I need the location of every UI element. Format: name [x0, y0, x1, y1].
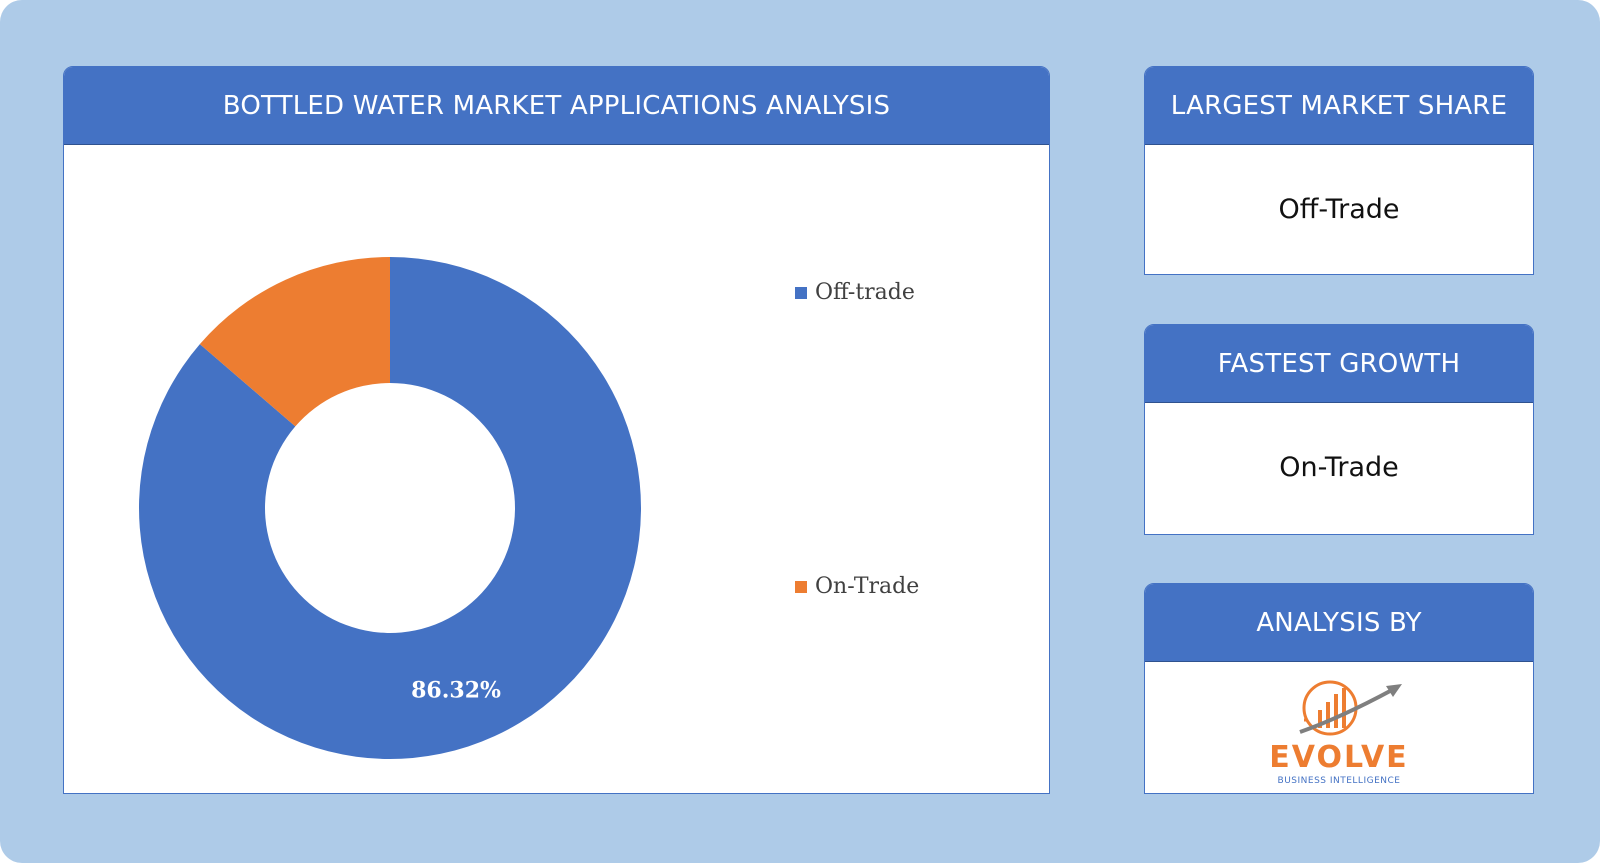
applications-analysis-panel: BOTTLED WATER MARKET APPLICATIONS ANALYS… [63, 66, 1050, 794]
logo-tagline: BUSINESS INTELLIGENCE [1277, 776, 1401, 786]
donut-slice-on-trade [199, 257, 390, 427]
donut-slice-off-trade [138, 257, 641, 759]
largest-market-share-title: LARGEST MARKET SHARE [1145, 67, 1533, 145]
legend-item-on-trade: On-Trade [795, 574, 919, 599]
evolve-logo: EVOLVE BUSINESS INTELLIGENCE [1145, 664, 1533, 792]
legend-swatch-on-trade [795, 580, 807, 593]
fastest-growth-title: FASTEST GROWTH [1145, 325, 1533, 403]
legend-label-off-trade: Off-trade [815, 280, 915, 305]
legend-item-off-trade: Off-trade [795, 280, 915, 305]
analysis-by-title: ANALYSIS BY [1145, 584, 1533, 662]
legend-label-on-trade: On-Trade [815, 574, 920, 599]
largest-market-share-value: Off-Trade [1278, 193, 1400, 225]
analysis-by-panel: ANALYSIS BY EVOLVE BUSINESS INTELLIGENCE [1144, 583, 1534, 794]
fastest-growth-value: On-Trade [1279, 451, 1399, 483]
data-label-off-trade: 86.32% [411, 677, 501, 703]
logo-wordmark: EVOLVE [1269, 740, 1409, 775]
panel-title: BOTTLED WATER MARKET APPLICATIONS ANALYS… [64, 67, 1049, 145]
fastest-growth-panel: FASTEST GROWTH On-Trade [1144, 324, 1534, 535]
donut-chart: 86.32% [138, 257, 641, 759]
evolve-logo-mark-icon [1299, 680, 1402, 736]
largest-market-share-panel: LARGEST MARKET SHARE Off-Trade [1144, 66, 1534, 275]
legend-swatch-off-trade [795, 286, 807, 299]
